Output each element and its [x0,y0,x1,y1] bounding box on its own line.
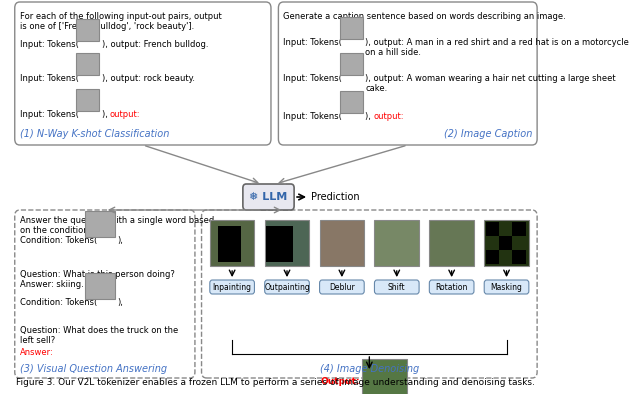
Text: (3) Visual Question Answering: (3) Visual Question Answering [20,364,167,374]
Text: Prediction: Prediction [310,192,359,202]
Text: ), output: French bulldog.: ), output: French bulldog. [102,40,208,49]
FancyBboxPatch shape [15,2,271,145]
Bar [513,222,525,236]
Text: Question: What does the truck on the
left sell?: Question: What does the truck on the lef… [20,326,178,346]
Text: Rotation: Rotation [435,282,468,292]
Text: (1) N-Way K-shot Classification: (1) N-Way K-shot Classification [20,129,169,139]
FancyBboxPatch shape [210,280,255,294]
Text: Input: Tokens(: Input: Tokens( [20,110,79,119]
Bar [319,220,364,266]
FancyBboxPatch shape [243,184,294,210]
Text: Shift: Shift [388,282,406,292]
Bar [76,53,99,75]
Bar [218,226,241,262]
Bar [499,250,513,264]
Text: Input: Tokens(: Input: Tokens( [284,74,342,83]
Text: Input: Tokens(: Input: Tokens( [20,74,79,83]
Bar [499,236,513,250]
Text: ), output: rock beauty.: ), output: rock beauty. [102,74,195,83]
Text: ❅ LLM: ❅ LLM [250,192,287,202]
Text: output:: output: [374,112,404,121]
Bar [76,89,99,111]
Bar [85,211,115,237]
Bar [513,236,525,250]
Text: (2) Image Caption: (2) Image Caption [444,129,532,139]
FancyBboxPatch shape [278,2,537,145]
Text: Outpainting: Outpainting [264,282,310,292]
FancyBboxPatch shape [265,280,309,294]
Bar [76,19,99,41]
Text: ),: ), [365,112,374,121]
FancyBboxPatch shape [374,280,419,294]
Bar [362,359,406,394]
Bar [429,220,474,266]
Text: Figure 3. Our V2L tokenizer enables a frozen LLM to perform a series of image un: Figure 3. Our V2L tokenizer enables a fr… [17,378,536,387]
FancyBboxPatch shape [319,280,364,294]
Text: Masking: Masking [491,282,522,292]
Text: ),: ), [117,298,123,307]
Text: (4) Image Denoising: (4) Image Denoising [320,364,419,374]
Text: Deblur: Deblur [329,282,355,292]
Text: Output:: Output: [321,377,360,387]
FancyBboxPatch shape [202,210,537,378]
Text: ),: ), [102,110,110,119]
Text: ), output: A man in a red shirt and a red hat is on a motorcycle
on a hill side.: ), output: A man in a red shirt and a re… [365,38,629,58]
FancyBboxPatch shape [15,210,195,378]
Bar [85,273,115,299]
Text: Input: Tokens(: Input: Tokens( [284,38,342,47]
Text: ),: ), [117,236,123,245]
Text: Answer the question with a single word based
on the condition.: Answer the question with a single word b… [20,216,214,235]
Bar [340,53,363,75]
Text: Condition: Tokens(: Condition: Tokens( [20,236,97,245]
Bar [340,17,363,39]
Bar [266,226,292,262]
Text: Question: What is this person doing?
Answer: skiing.: Question: What is this person doing? Ans… [20,270,175,290]
Bar [486,222,499,236]
Bar [210,220,255,266]
Text: ), output: A woman wearing a hair net cutting a large sheet
cake.: ), output: A woman wearing a hair net cu… [365,74,616,93]
Bar [513,250,525,264]
Text: Input: Tokens(: Input: Tokens( [20,40,79,49]
Text: Generate a caption sentence based on words describing an image.: Generate a caption sentence based on wor… [284,12,566,21]
FancyBboxPatch shape [484,280,529,294]
Bar [486,236,499,250]
Text: Inpainting: Inpainting [212,282,252,292]
Bar [484,220,529,266]
Bar [499,222,513,236]
Bar [340,91,363,113]
Bar [374,220,419,266]
Text: Condition: Tokens(: Condition: Tokens( [20,298,97,307]
Bar [265,220,309,266]
Text: For each of the following input-out pairs, output
is one of ['French bulldog', ': For each of the following input-out pair… [20,12,221,32]
FancyBboxPatch shape [429,280,474,294]
Text: Input: Tokens(: Input: Tokens( [284,112,342,121]
Text: output:: output: [110,110,140,119]
Bar [486,250,499,264]
Text: Answer:: Answer: [20,348,54,357]
